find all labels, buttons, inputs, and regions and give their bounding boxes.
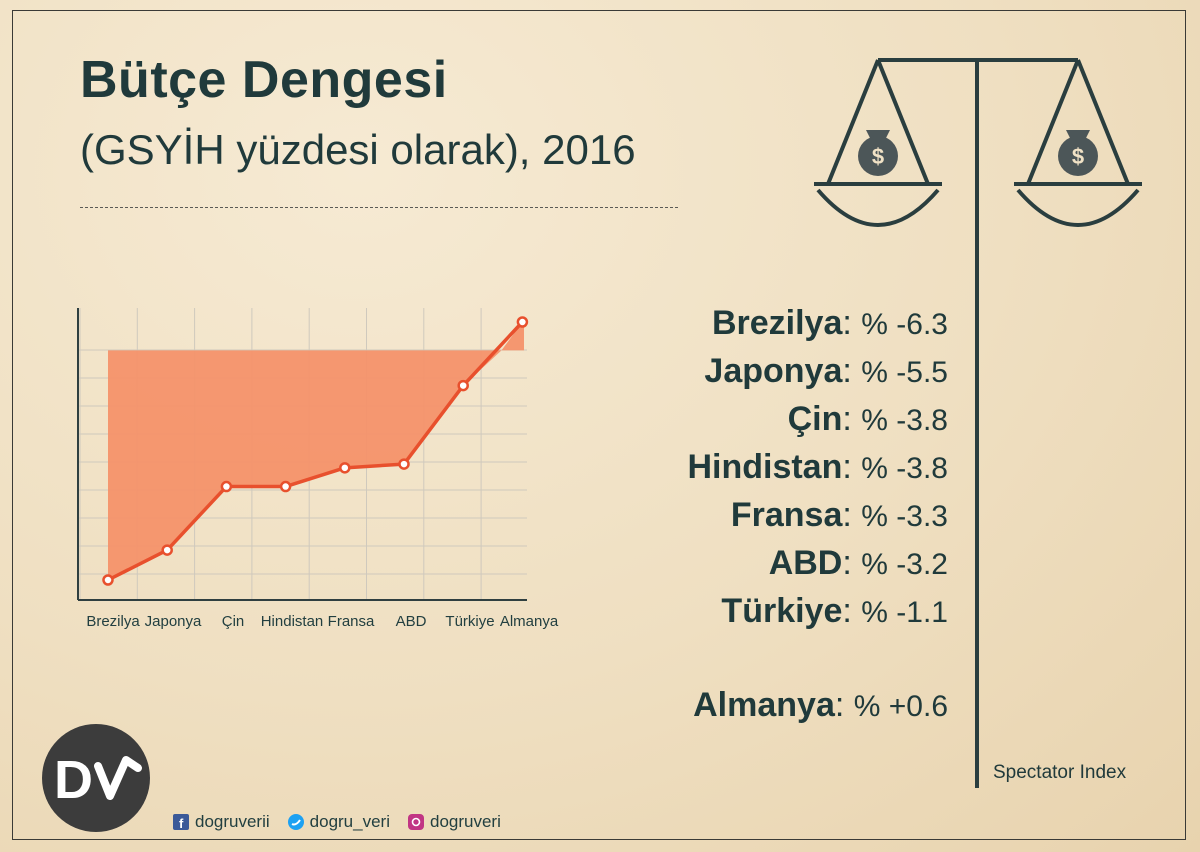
x-axis-labels: Brezilya Japonya Çin Hindistan Fransa ABD Türk…	[86, 613, 559, 630]
value-row-abd: ABD: % -3.2	[768, 544, 948, 582]
values-list: Brezilya: % -6.3 Japonya: % -5.5 Çin: % …	[528, 300, 948, 730]
x-tick-label: Almanya	[500, 613, 559, 630]
data-point-brezilya	[102, 574, 114, 586]
negative-area	[108, 350, 502, 580]
country-name: Almanya	[693, 686, 835, 724]
chart-area-layer	[108, 322, 524, 580]
budget-balance-chart: Brezilya Japonya Çin Hindistan Fransa ABD Türk…	[77, 308, 559, 630]
x-tick-label: Brezilya	[86, 613, 140, 630]
svg-text:$: $	[1072, 144, 1084, 169]
social-handles: f dogruverii dogru_veri dogruveri	[173, 812, 501, 832]
value-row-japonya: Japonya: % -5.5	[704, 352, 948, 390]
country-value: % -5.5	[861, 356, 948, 389]
value-row-almanya: Almanya: % +0.6	[693, 686, 948, 724]
source-label: Spectator Index	[993, 762, 1127, 783]
balance-scale-icon: $ $	[814, 58, 1142, 788]
country-value: % -3.8	[861, 404, 948, 437]
positive-area	[501, 322, 524, 351]
twitter-handle[interactable]: dogru_veri	[309, 812, 390, 831]
country-value: % -1.1	[861, 596, 948, 629]
data-point-hindistan	[279, 480, 292, 493]
country-value: % +0.6	[853, 690, 948, 723]
x-tick-label: ABD	[396, 613, 427, 630]
data-point-türkiye	[457, 379, 469, 392]
value-row-turkiye: Türkiye: % -1.1	[721, 592, 948, 630]
country-value: % -6.3	[861, 308, 948, 341]
money-bag-icon: $	[858, 130, 898, 176]
x-tick-label: Hindistan	[261, 613, 324, 630]
dv-logo: D	[42, 724, 150, 832]
facebook-handle[interactable]: dogruverii	[195, 812, 270, 831]
svg-text:D: D	[54, 750, 93, 810]
x-tick-label: Çin	[222, 613, 245, 630]
x-tick-label: Japonya	[145, 613, 202, 630]
x-tick-label: Fransa	[328, 613, 375, 630]
country-value: % -3.2	[861, 548, 948, 581]
data-point-çin	[220, 480, 233, 493]
country-name: Fransa	[730, 496, 843, 534]
instagram-icon[interactable]	[407, 814, 424, 830]
svg-text:f: f	[179, 816, 184, 830]
dashed-divider	[80, 207, 678, 208]
data-point-almanya	[516, 316, 529, 328]
country-name: ABD	[768, 544, 843, 582]
country-name: Çin	[787, 400, 843, 438]
country-name: Brezilya	[711, 304, 843, 342]
value-row-brezilya: Brezilya: % -6.3	[711, 304, 948, 342]
chart-axes	[77, 308, 527, 601]
value-row-cin: Çin: % -3.8	[787, 400, 948, 438]
value-row-hindistan: Hindistan: % -3.8	[687, 448, 948, 486]
country-value: % -3.8	[861, 452, 948, 485]
twitter-icon[interactable]	[287, 814, 304, 830]
country-name: Hindistan	[687, 448, 843, 486]
data-point-japonya	[161, 544, 173, 556]
country-name: Japonya	[704, 352, 843, 390]
country-value: % -3.3	[861, 500, 948, 533]
x-tick-label: Türkiye	[445, 613, 494, 630]
page-title: Bütçe Dengesi	[80, 51, 448, 109]
data-point-abd	[398, 458, 410, 470]
chart-line-layer	[102, 316, 529, 586]
border-frame	[12, 10, 1186, 840]
value-row-fransa: Fransa: % -3.3	[730, 496, 948, 534]
page-subtitle: (GSYİH yüzdesi olarak), 2016	[80, 126, 636, 173]
money-bag-icon: $	[1058, 130, 1098, 176]
svg-text:$: $	[872, 144, 884, 169]
facebook-icon[interactable]: f	[173, 814, 189, 830]
country-name: Türkiye	[721, 592, 843, 630]
series-line	[107, 320, 524, 582]
instagram-handle[interactable]: dogruveri	[429, 812, 501, 831]
data-point-fransa	[339, 462, 351, 474]
